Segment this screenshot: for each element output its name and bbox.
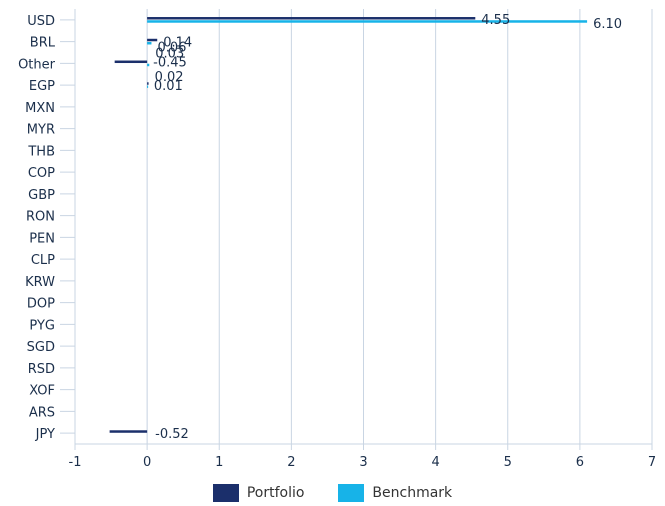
bar-benchmark-brl [147,41,152,45]
data-label-benchmark-other: 0.03 [155,46,184,61]
legend-swatch-benchmark [338,484,365,502]
legend-swatch-portfolio [212,484,239,502]
y-tick-label-other: Other [18,57,56,72]
x-tick-label-6: 6 [576,455,584,470]
y-tick-label-gbp: GBP [28,188,55,203]
x-tick-label-2: 2 [287,455,295,470]
bar-portfolio-other [114,60,148,64]
currency-exposure-chart: -1 0 1 2 3 4 5 6 7 USD BRL Other EGP MXN MYR THB COP GBP R… [18,9,656,470]
y-tick-label-usd: USD [27,14,55,29]
x-tick-label-7: 7 [648,455,656,470]
bar-benchmark-usd [147,20,588,23]
x-tick-label-3: 3 [359,455,367,470]
data-label-portfolio-egp: 0.02 [155,70,184,85]
x-tick-label-1: 1 [215,455,223,470]
y-tick-label-xof: XOF [29,384,55,399]
legend-label-portfolio: Portfolio [246,485,305,501]
x-tick-label--1: -1 [69,455,82,470]
y-tick-label-jpy: JPY [35,427,55,442]
legend-item-benchmark[interactable]: Benchmark [338,484,452,502]
x-tick-label-5: 5 [504,455,512,470]
y-tick-label-rsd: RSD [28,362,55,377]
data-label-portfolio-usd: 4.55 [481,13,510,28]
y-tick-label-krw: KRW [25,275,55,290]
data-label-benchmark-usd: 6.10 [593,17,622,32]
legend: Portfolio Benchmark [0,484,665,502]
y-tick-label-pyg: PYG [29,318,55,333]
y-tick-label-pen: PEN [29,231,55,246]
x-tick-label-0: 0 [143,455,151,470]
data-label-portfolio-other: -0.45 [153,55,187,70]
y-tick-label-ron: RON [26,210,55,225]
bar-portfolio-brl [147,38,158,42]
data-label-benchmark-egp: 0.01 [154,79,183,94]
bar-portfolio-egp [147,82,149,85]
y-tick-label-cop: COP [28,166,55,181]
data-label-benchmark-brl: 0.06 [157,41,186,56]
legend-label-benchmark: Benchmark [372,485,453,501]
bar-portfolio-jpy [109,430,148,433]
y-tick-label-clp: CLP [31,253,55,268]
y-tick-label-egp: EGP [29,79,55,94]
data-label-portfolio-brl: 0.14 [163,36,192,51]
y-tick-label-sgd: SGD [27,340,55,355]
bar-portfolio-usd [147,17,476,20]
x-tick-label-4: 4 [431,455,439,470]
bar-benchmark-other [147,63,150,67]
y-tick-label-dop: DOP [27,297,55,312]
y-tick-label-thb: THB [27,144,55,159]
y-tick-label-myr: MYR [27,123,55,138]
y-tick-label-brl: BRL [30,36,56,51]
data-label-portfolio-jpy: -0.52 [155,427,189,442]
y-tick-label-mxn: MXN [25,101,55,116]
legend-item-portfolio[interactable]: Portfolio [212,484,305,502]
bar-benchmark-egp [147,85,149,88]
y-tick-label-ars: ARS [29,405,55,420]
